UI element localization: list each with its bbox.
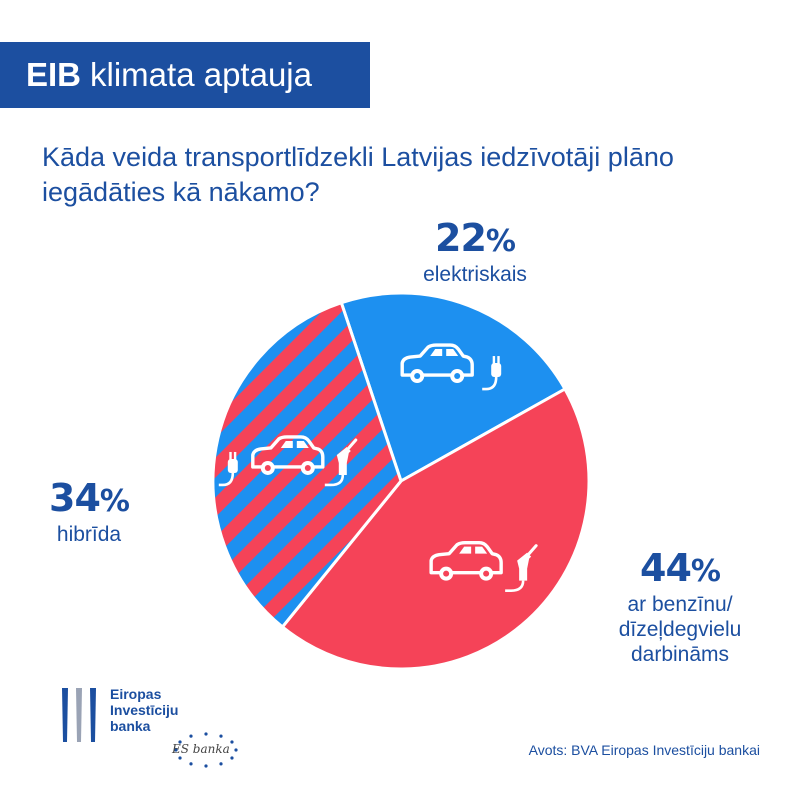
brand-name: EIB bbox=[26, 56, 82, 93]
category-fuel-line-3: darbināms bbox=[630, 643, 730, 666]
survey-question: Kāda veida transportlīdzekli Latvijas ie… bbox=[42, 142, 674, 207]
category-hybrid: hibrīda bbox=[56, 523, 122, 546]
logo-line-2: Investīciju bbox=[110, 702, 179, 718]
pct-value-fuel: 44 bbox=[640, 546, 692, 590]
eu-star bbox=[230, 740, 234, 744]
percent-electric: 22% bbox=[400, 218, 550, 262]
eu-star bbox=[178, 756, 182, 760]
banner-title: klimata aptauja bbox=[90, 56, 312, 93]
label-fuel: 44% ar benzīnu/ dīzeļdegvielu darbināms bbox=[580, 548, 780, 667]
eib-logo-bars-icon bbox=[62, 688, 96, 742]
pct-sign-hybrid: % bbox=[99, 484, 130, 519]
title-banner: EIB klimata aptauja bbox=[0, 42, 370, 108]
pct-sign-fuel: % bbox=[690, 554, 721, 589]
percent-fuel: 44% bbox=[580, 548, 780, 592]
source-note: Avots: BVA Eiropas Investīciju bankai bbox=[528, 742, 760, 758]
category-fuel-line-1: ar benzīnu/ bbox=[627, 593, 733, 616]
eu-star bbox=[178, 740, 182, 744]
slice-fuel bbox=[280, 387, 591, 671]
pct-value-hybrid: 34 bbox=[49, 476, 101, 520]
eu-stars-icon bbox=[174, 732, 238, 768]
es-banka-badge: ES banka bbox=[166, 730, 246, 770]
eu-star bbox=[174, 748, 178, 752]
pct-value-electric: 22 bbox=[435, 216, 487, 260]
eu-star bbox=[189, 734, 193, 738]
pct-sign-electric: % bbox=[485, 224, 516, 259]
es-banka-text: ES banka bbox=[172, 742, 230, 756]
eu-star bbox=[234, 748, 238, 752]
logo-line-3: banka bbox=[110, 718, 151, 734]
logo-line-1: Eiropas bbox=[110, 686, 162, 702]
slice-electric bbox=[339, 291, 567, 483]
eib-logo-text: Eiropas Investīciju banka bbox=[110, 686, 178, 734]
percent-hybrid: 34% bbox=[30, 478, 148, 522]
category-electric: elektriskais bbox=[423, 263, 527, 286]
eu-star bbox=[189, 762, 193, 766]
eu-star bbox=[230, 756, 234, 760]
label-hybrid: 34% hibrīda bbox=[30, 478, 190, 547]
category-fuel-line-2: dīzeļdegvielu bbox=[618, 618, 742, 641]
eu-star bbox=[204, 764, 208, 768]
eu-star bbox=[219, 762, 223, 766]
eu-star bbox=[204, 732, 208, 736]
label-electric: 22% elektriskais bbox=[400, 218, 550, 287]
eu-star bbox=[219, 734, 223, 738]
eib-logo: Eiropas Investīciju banka bbox=[60, 686, 240, 766]
